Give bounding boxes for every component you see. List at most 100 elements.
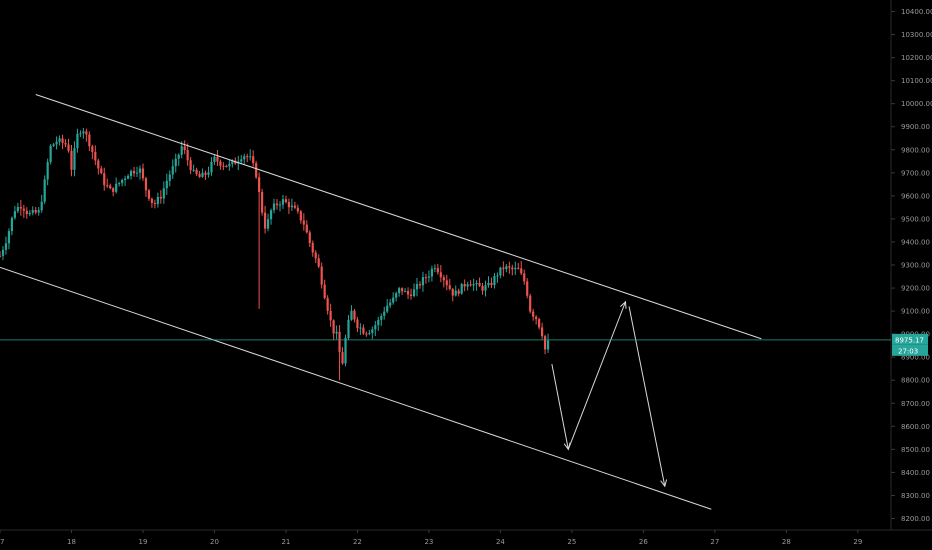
forecast-arrow-line [567, 301, 626, 450]
candle-body [511, 267, 514, 270]
candle-body [454, 290, 457, 296]
candle-body [305, 224, 308, 233]
candle-body [320, 266, 323, 285]
candle-body [82, 131, 85, 134]
price-axis-tick-label: 8700.00 [901, 400, 930, 408]
countdown-label: 27:03 [898, 347, 918, 355]
candle-body [475, 283, 478, 285]
candle-body [415, 284, 419, 290]
candle-body [240, 159, 243, 162]
candle-body [112, 188, 115, 192]
price-axis-tick-label: 9400.00 [901, 238, 930, 246]
candle-body [266, 219, 270, 229]
candle-body [323, 284, 326, 299]
candle-body [520, 268, 523, 274]
current-price-label: 8975.17 [895, 336, 924, 344]
forecast-arrow-head [660, 479, 668, 488]
candle-body [67, 144, 70, 151]
candle-body [228, 163, 231, 167]
candle-body [439, 272, 442, 278]
candle-body [129, 170, 133, 176]
candle-body [201, 172, 204, 177]
candle-body [34, 210, 37, 213]
candle-body [180, 146, 183, 155]
candle-body [406, 291, 410, 295]
candle-body [466, 284, 469, 287]
candle-body [58, 138, 61, 142]
candle-body [377, 319, 380, 326]
candle-body [234, 160, 237, 164]
candle-body [493, 276, 496, 286]
candle-body [329, 310, 332, 321]
time-axis-tick-label: 21 [281, 538, 290, 546]
candle-body [183, 146, 186, 151]
time-axis-tick-label: 22 [353, 538, 362, 546]
price-axis-tick-label: 9100.00 [901, 308, 930, 316]
candle-body [171, 166, 174, 175]
candle-body [144, 178, 148, 191]
candle-body [249, 156, 252, 158]
candle-body [314, 252, 317, 259]
candle-body [55, 141, 58, 145]
candle-body [398, 288, 401, 294]
upper-channel-line [35, 94, 762, 340]
forecast-arrow-head [620, 300, 627, 309]
candle-body [338, 331, 341, 353]
candle-body [386, 305, 389, 312]
candle-body [359, 327, 362, 329]
candle-body [61, 138, 64, 143]
candle-body [88, 134, 91, 147]
price-axis-background[interactable] [891, 0, 932, 530]
candle-body [70, 150, 73, 170]
candle-body [31, 210, 34, 213]
candle-body [535, 316, 538, 320]
candle-body [490, 282, 493, 286]
candle-body [153, 202, 156, 204]
candle-body [412, 289, 416, 296]
candle-body [198, 173, 201, 177]
candle-body [421, 277, 425, 286]
candle-body [395, 293, 398, 298]
candle-body [43, 179, 46, 202]
candle-body [109, 185, 112, 189]
lower-channel-line [0, 266, 712, 510]
time-axis-tick-label: 23 [424, 538, 433, 546]
candle-body [210, 161, 213, 173]
time-axis-tick-label: 19 [139, 538, 148, 546]
candle-body [281, 199, 285, 205]
candle-body [430, 268, 433, 277]
candle-body [94, 151, 97, 161]
candle-body [502, 267, 505, 270]
candle-body [147, 190, 151, 199]
candle-body [189, 160, 192, 171]
candle-body [10, 217, 14, 232]
candle-body [541, 327, 544, 337]
candle-body [204, 172, 207, 175]
candle-body [121, 179, 124, 184]
candle-body [538, 319, 541, 328]
price-axis-tick-label: 8800.00 [901, 377, 930, 385]
candle-body [73, 148, 76, 170]
candle-body [472, 284, 475, 286]
candles [0, 127, 550, 381]
candle-body [523, 273, 526, 282]
time-axis-tick-label: 24 [496, 538, 505, 546]
candle-body [284, 199, 288, 203]
candle-body [261, 192, 264, 213]
candle-body [7, 231, 11, 244]
time-axis-tick-label: 17 [0, 538, 4, 546]
candle-body [517, 267, 520, 269]
candle-body [347, 319, 350, 338]
price-axis-tick-label: 10000.00 [901, 100, 932, 108]
candle-body [115, 183, 118, 192]
candle-body [287, 202, 291, 208]
candle-body [368, 332, 371, 334]
candle-body [207, 172, 210, 175]
candle-body [219, 161, 222, 166]
candle-body [195, 169, 198, 174]
candle-body [418, 284, 422, 286]
candle-body [326, 298, 329, 311]
candle-body [371, 329, 374, 333]
candle-body [403, 291, 407, 293]
